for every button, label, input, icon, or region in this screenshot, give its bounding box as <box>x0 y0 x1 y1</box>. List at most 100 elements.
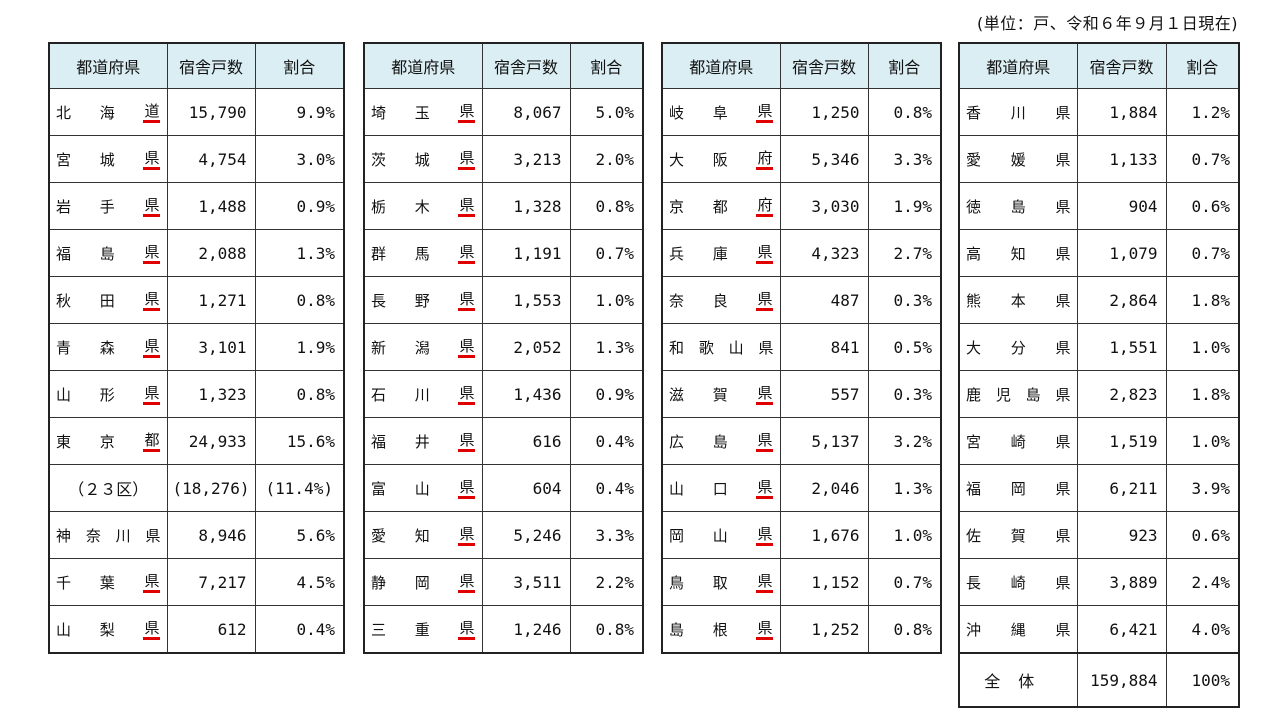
ratio: 1.8% <box>1165 370 1240 418</box>
housing-count: 1,246 <box>481 605 571 654</box>
prefecture-name: 鳥取県 <box>661 558 781 606</box>
table-row: 岐阜県 1,250 0.8% <box>661 88 942 136</box>
prefecture-name: 香川県 <box>958 88 1078 136</box>
header-prefecture: 都道府県 <box>363 42 483 89</box>
table-row: 静岡県 3,511 2.2% <box>363 558 644 606</box>
ratio: 1.3% <box>254 229 345 277</box>
housing-count: 1,436 <box>481 370 571 418</box>
ratio: 0.6% <box>1165 511 1240 559</box>
prefecture-name: 愛媛県 <box>958 135 1078 183</box>
table-row: 島根県 1,252 0.8% <box>661 605 942 654</box>
table-row: 和歌山県 841 0.5% <box>661 323 942 371</box>
housing-count: 1,551 <box>1076 323 1167 371</box>
table-row: 福岡県 6,211 3.9% <box>958 464 1240 512</box>
ratio: 0.8% <box>254 370 345 418</box>
housing-count: 8,946 <box>166 511 256 559</box>
housing-count: 1,252 <box>779 605 869 654</box>
table-row: 石川県 1,436 0.9% <box>363 370 644 418</box>
housing-count: 1,191 <box>481 229 571 277</box>
table-row: 山口県 2,046 1.3% <box>661 464 942 512</box>
table-row: 大阪府 5,346 3.3% <box>661 135 942 183</box>
prefecture-name: 岩手県 <box>48 182 168 230</box>
prefecture-name: 山口県 <box>661 464 781 512</box>
header-count: 宿舎戸数 <box>481 42 571 89</box>
table-row: 福島県 2,088 1.3% <box>48 229 345 277</box>
table-row: 茨城県 3,213 2.0% <box>363 135 644 183</box>
ratio: 0.8% <box>569 605 644 654</box>
table-row: 福井県 616 0.4% <box>363 417 644 465</box>
housing-count: 923 <box>1076 511 1167 559</box>
table-row: 長野県 1,553 1.0% <box>363 276 644 324</box>
ratio: 0.4% <box>254 605 345 654</box>
housing-count: 1,676 <box>779 511 869 559</box>
ratio: 0.3% <box>867 276 942 324</box>
table-row: 富山県 604 0.4% <box>363 464 644 512</box>
table-row: 大分県 1,551 1.0% <box>958 323 1240 371</box>
housing-count: 3,101 <box>166 323 256 371</box>
prefecture-name: （２３区） <box>48 464 168 512</box>
table-row: 群馬県 1,191 0.7% <box>363 229 644 277</box>
table-row: 北海道 15,790 9.9% <box>48 88 345 136</box>
prefecture-name: 島根県 <box>661 605 781 654</box>
housing-count: 604 <box>481 464 571 512</box>
ratio: 1.0% <box>1165 417 1240 465</box>
header-prefecture: 都道府県 <box>48 42 168 89</box>
table-row: 滋賀県 557 0.3% <box>661 370 942 418</box>
housing-count: 5,246 <box>481 511 571 559</box>
header-ratio: 割合 <box>569 42 644 89</box>
ratio: 0.7% <box>1165 135 1240 183</box>
table-row: 埼玉県 8,067 5.0% <box>363 88 644 136</box>
total-row: 全体 159,884 100% <box>958 652 1240 708</box>
housing-count: 5,346 <box>779 135 869 183</box>
table-row: 徳島県 904 0.6% <box>958 182 1240 230</box>
prefecture-name: 群馬県 <box>363 229 483 277</box>
housing-count: 616 <box>481 417 571 465</box>
housing-count: 841 <box>779 323 869 371</box>
housing-count: 4,323 <box>779 229 869 277</box>
prefecture-name: 茨城県 <box>363 135 483 183</box>
table-row: 熊本県 2,864 1.8% <box>958 276 1240 324</box>
prefecture-name: 兵庫県 <box>661 229 781 277</box>
table-row: 岩手県 1,488 0.9% <box>48 182 345 230</box>
housing-count: 15,790 <box>166 88 256 136</box>
housing-count: 3,030 <box>779 182 869 230</box>
prefecture-name: 滋賀県 <box>661 370 781 418</box>
ratio: 4.0% <box>1165 605 1240 654</box>
header-count: 宿舎戸数 <box>166 42 256 89</box>
ratio: 0.7% <box>1165 229 1240 277</box>
housing-count: 1,328 <box>481 182 571 230</box>
prefecture-name: 埼玉県 <box>363 88 483 136</box>
prefecture-name: 奈良県 <box>661 276 781 324</box>
prefecture-name: 宮城県 <box>48 135 168 183</box>
ratio: 0.4% <box>569 464 644 512</box>
table-row: 愛知県 5,246 3.3% <box>363 511 644 559</box>
housing-count: 1,519 <box>1076 417 1167 465</box>
prefecture-name: 青森県 <box>48 323 168 371</box>
prefecture-table-3: 都道府県 宿舎戸数 割合岐阜県 1,250 0.8% 大阪府 5,346 3.3% 京都府 3,0… <box>661 42 942 654</box>
ratio: 0.8% <box>867 88 942 136</box>
unit-note: (単位：戸、令和６年９月１日現在) <box>977 14 1238 33</box>
table-row: 山梨県 612 0.4% <box>48 605 345 654</box>
prefecture-name: 石川県 <box>363 370 483 418</box>
prefecture-name: 岡山県 <box>661 511 781 559</box>
prefecture-name: 熊本県 <box>958 276 1078 324</box>
ratio: 1.9% <box>254 323 345 371</box>
ratio: 3.0% <box>254 135 345 183</box>
prefecture-name: 福島県 <box>48 229 168 277</box>
ratio: 1.0% <box>867 511 942 559</box>
prefecture-name: 福井県 <box>363 417 483 465</box>
ratio: 3.2% <box>867 417 942 465</box>
table-row: 新潟県 2,052 1.3% <box>363 323 644 371</box>
housing-count: 612 <box>166 605 256 654</box>
prefecture-name: 栃木県 <box>363 182 483 230</box>
ratio: 0.5% <box>867 323 942 371</box>
housing-count: 1,250 <box>779 88 869 136</box>
total-count: 159,884 <box>1076 652 1167 708</box>
ratio: 3.9% <box>1165 464 1240 512</box>
table-row: 鹿児島県 2,823 1.8% <box>958 370 1240 418</box>
ratio: 0.3% <box>867 370 942 418</box>
prefecture-name: 三重県 <box>363 605 483 654</box>
prefecture-name: 佐賀県 <box>958 511 1078 559</box>
ratio: 3.3% <box>867 135 942 183</box>
housing-count: 1,488 <box>166 182 256 230</box>
